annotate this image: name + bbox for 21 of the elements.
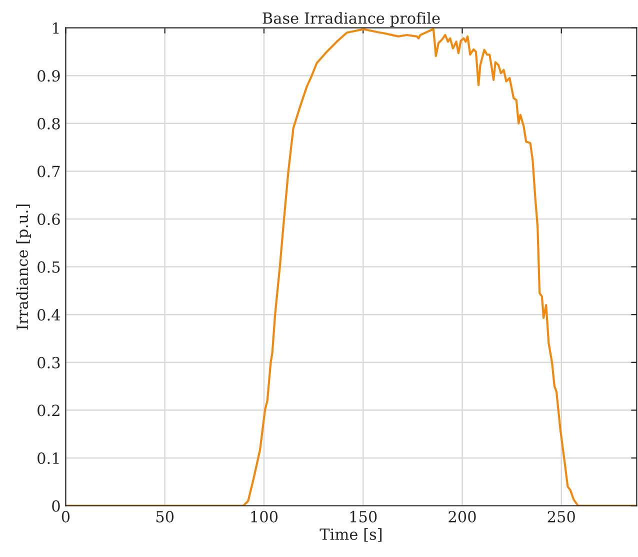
x-axis-title: Time [s] bbox=[320, 528, 382, 542]
y-tick-label: 1 bbox=[52, 22, 59, 34]
x-tick-label: 100 bbox=[251, 510, 278, 522]
y-tick-label: 0.4 bbox=[38, 309, 60, 321]
x-tick-label: 200 bbox=[448, 510, 476, 522]
chart-title: Base Irradiance profile bbox=[262, 12, 440, 27]
y-axis-title: Irradiance [p.u.] bbox=[16, 204, 31, 330]
line-series bbox=[66, 28, 637, 506]
y-tick-label: 0.2 bbox=[38, 404, 60, 416]
y-tick-label: 0.3 bbox=[38, 356, 60, 368]
y-tick-label: 0.9 bbox=[38, 70, 60, 82]
y-tick-label: 0.6 bbox=[38, 213, 60, 226]
x-tick-label: 150 bbox=[350, 510, 377, 522]
x-tick-label: 0 bbox=[62, 510, 70, 522]
y-tick-label: 0.1 bbox=[38, 452, 59, 464]
x-tick-label: 50 bbox=[156, 510, 174, 522]
y-tick-label: 0.5 bbox=[38, 261, 60, 273]
y-tick-label: 0.7 bbox=[38, 166, 60, 178]
y-tick-label: 0 bbox=[52, 500, 60, 512]
x-tick-label: 250 bbox=[548, 510, 575, 522]
y-tick-label: 0.8 bbox=[38, 118, 60, 130]
